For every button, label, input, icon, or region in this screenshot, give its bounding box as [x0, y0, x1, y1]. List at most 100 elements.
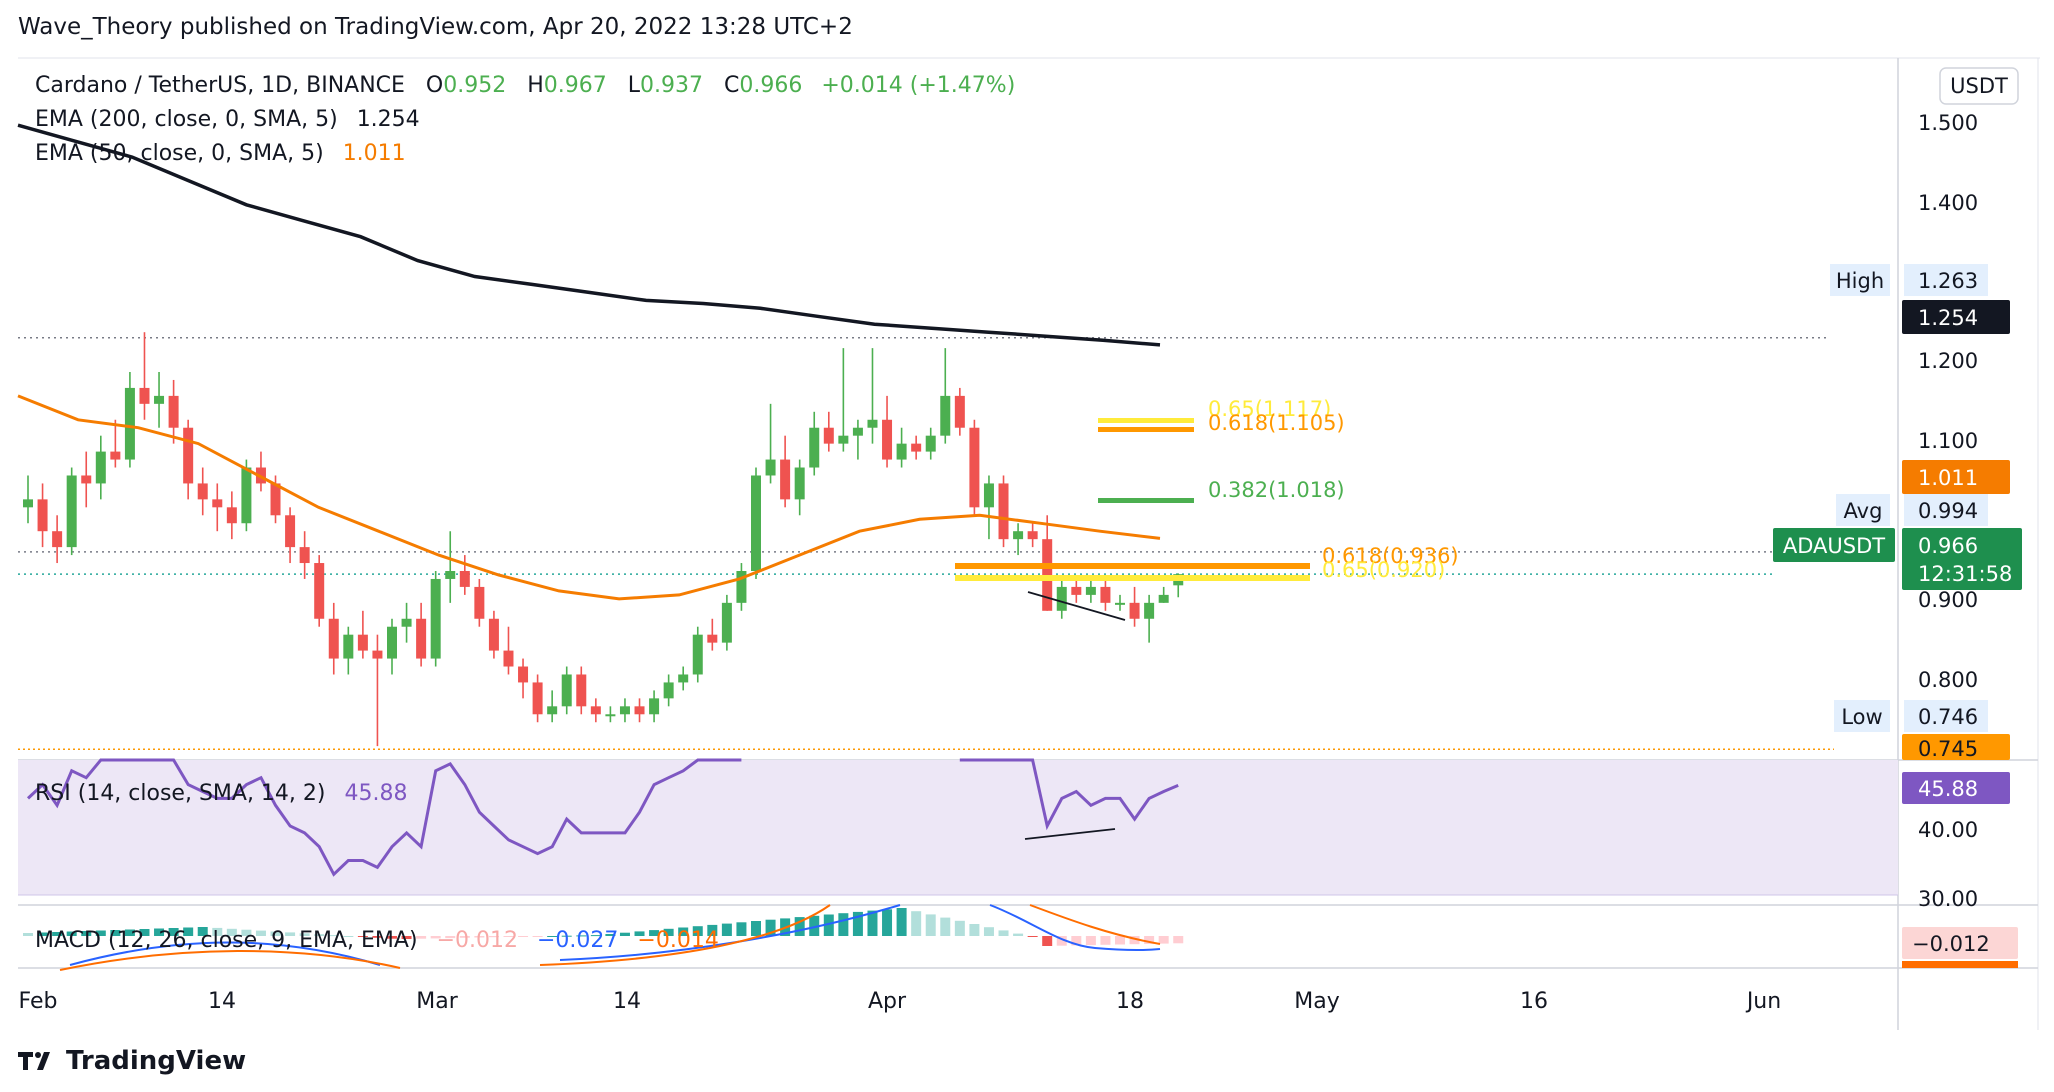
candle[interactable]	[1071, 578, 1082, 603]
candle[interactable]	[678, 666, 689, 691]
price-divergence-trendline[interactable]	[1027, 591, 1126, 621]
candle[interactable]	[649, 690, 660, 723]
candle[interactable]	[95, 435, 106, 500]
candle[interactable]	[1013, 523, 1024, 556]
rsi-divergence-trendline[interactable]	[1024, 828, 1116, 840]
fib-lower-zone[interactable]: 0.618(0.936) 0.65(0.920)	[955, 544, 1459, 582]
time-axis[interactable]: Feb 14 Mar 14 Apr 18 May 16 Jun	[19, 989, 1782, 1014]
price-chart[interactable]: 0.65(1.117) 0.618(1.105) 0.382(1.018) 0.…	[0, 0, 2054, 1030]
candle[interactable]	[124, 372, 135, 468]
price-axis[interactable]: USDT 1.500 1.400 1.200 1.100 0.900 0.800…	[1773, 67, 2022, 968]
candle[interactable]	[139, 332, 150, 420]
candle[interactable]	[809, 411, 820, 476]
candle[interactable]	[867, 348, 878, 444]
candle[interactable]	[343, 626, 354, 675]
candle[interactable]	[387, 618, 397, 675]
candle[interactable]	[852, 419, 863, 460]
candle[interactable]	[459, 555, 470, 595]
candle[interactable]	[1158, 586, 1169, 603]
candle[interactable]	[372, 634, 383, 747]
candle[interactable]	[168, 379, 179, 444]
candle[interactable]	[634, 698, 645, 723]
candle[interactable]	[416, 602, 427, 667]
candle[interactable]	[212, 483, 223, 532]
candle[interactable]	[503, 626, 514, 675]
symbol-price-tag[interactable]	[1773, 528, 1895, 562]
candle-body	[678, 674, 689, 683]
candle-body	[372, 650, 383, 659]
candle[interactable]	[23, 475, 33, 524]
candle[interactable]	[445, 531, 456, 603]
candle[interactable]	[619, 698, 630, 723]
candle-body	[183, 427, 194, 484]
candle-body	[488, 618, 499, 651]
candle[interactable]	[692, 626, 703, 683]
candle[interactable]	[1115, 594, 1125, 611]
candle[interactable]	[532, 674, 543, 723]
candle-body	[1042, 539, 1053, 611]
candle[interactable]	[488, 610, 499, 659]
candle[interactable]	[1100, 578, 1111, 611]
candle[interactable]	[197, 467, 208, 516]
candle[interactable]	[721, 594, 732, 651]
candle[interactable]	[590, 698, 601, 723]
candle[interactable]	[1144, 594, 1155, 643]
candle[interactable]	[605, 706, 616, 723]
rsi-value-tag	[1902, 772, 2010, 804]
candle[interactable]	[401, 602, 412, 643]
candle[interactable]	[110, 419, 121, 468]
macd-cut-tag	[1902, 961, 2018, 968]
macd-hist-bar	[401, 936, 412, 939]
candle[interactable]	[780, 435, 791, 508]
candle[interactable]	[226, 491, 237, 540]
candle[interactable]	[37, 483, 48, 548]
candle[interactable]	[561, 666, 572, 715]
candle[interactable]	[882, 395, 893, 468]
candle[interactable]	[940, 348, 951, 444]
candle[interactable]	[707, 618, 718, 651]
fib-0382-zone[interactable]: 0.382(1.018)	[1098, 478, 1345, 503]
legend-ema200[interactable]: EMA (200, close, 0, SMA, 5) 1.254	[35, 107, 420, 132]
candle[interactable]	[66, 467, 77, 556]
candle[interactable]	[241, 459, 252, 532]
candle[interactable]	[838, 348, 849, 452]
candle[interactable]	[357, 610, 368, 659]
candle[interactable]	[765, 403, 776, 484]
candle[interactable]	[576, 666, 587, 715]
candle[interactable]	[183, 419, 194, 500]
rsi-legend[interactable]: RSI (14, close, SMA, 14, 2) 45.88	[35, 781, 407, 806]
candle[interactable]	[823, 411, 834, 452]
candle[interactable]	[154, 372, 165, 428]
currency-button[interactable]	[1939, 67, 2019, 105]
candle[interactable]	[1056, 578, 1067, 619]
candle[interactable]	[1085, 578, 1096, 603]
candle-body	[124, 387, 135, 460]
candle[interactable]	[52, 515, 63, 564]
macd-legend[interactable]: MACD (12, 26, close, 9, EMA, EMA) −0.012…	[35, 928, 719, 953]
legend-ema50[interactable]: EMA (50, close, 0, SMA, 5) 1.011	[35, 141, 406, 166]
candle[interactable]	[911, 435, 922, 460]
candle[interactable]	[983, 475, 994, 540]
candle[interactable]	[285, 507, 296, 564]
candle[interactable]	[1027, 523, 1038, 548]
candle[interactable]	[430, 571, 441, 667]
candle[interactable]	[896, 427, 907, 468]
candle[interactable]	[736, 563, 747, 611]
candle[interactable]	[663, 674, 674, 707]
candle[interactable]	[474, 578, 485, 627]
fib-upper-zone[interactable]: 0.65(1.117) 0.618(1.105)	[1098, 397, 1345, 435]
candle[interactable]	[998, 475, 1009, 548]
candle[interactable]	[547, 690, 558, 723]
footer-brand[interactable]: TradingView	[18, 1046, 246, 1076]
candle[interactable]	[328, 602, 339, 675]
candle[interactable]	[1129, 586, 1140, 627]
candle[interactable]	[954, 387, 965, 436]
candle[interactable]	[969, 419, 980, 516]
candle[interactable]	[81, 451, 92, 508]
candle[interactable]	[925, 427, 936, 460]
candle[interactable]	[751, 467, 761, 579]
candle[interactable]	[299, 531, 310, 579]
candle[interactable]	[314, 555, 325, 627]
candle[interactable]	[518, 658, 529, 699]
candle[interactable]	[794, 459, 805, 516]
